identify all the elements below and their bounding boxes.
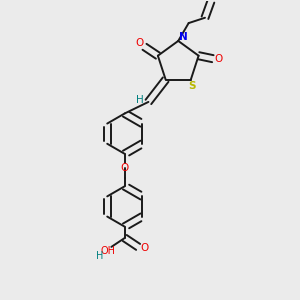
Text: O: O <box>140 243 148 253</box>
Text: H: H <box>96 251 103 261</box>
Text: OH: OH <box>100 246 115 256</box>
Text: O: O <box>121 163 129 172</box>
Text: N: N <box>179 32 188 42</box>
Text: H: H <box>136 95 144 105</box>
Text: O: O <box>215 54 223 64</box>
Text: O: O <box>135 38 143 48</box>
Text: S: S <box>189 81 196 91</box>
